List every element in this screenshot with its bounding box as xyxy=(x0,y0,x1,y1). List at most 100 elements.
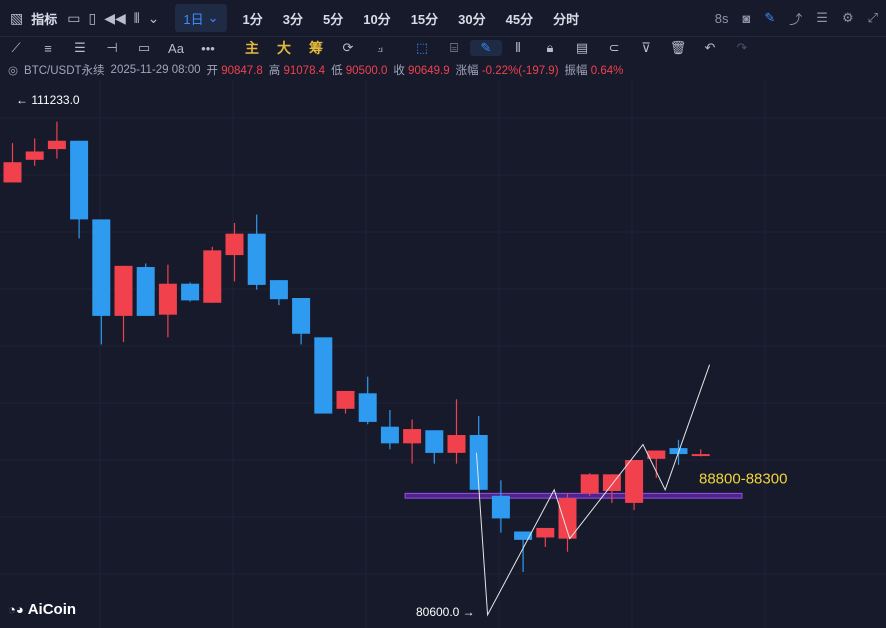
low-value: 90500.0 xyxy=(345,65,388,77)
brand-logo: ◔◕ AiCoin xyxy=(8,601,76,618)
chevron-down-icon: ⌄ xyxy=(207,10,219,25)
draw-icon[interactable]: ⟓ xyxy=(376,40,384,55)
close-value: 90649.9 xyxy=(408,65,450,77)
high-value: 91078.4 xyxy=(283,65,326,77)
large-order-button[interactable]: 大 xyxy=(277,40,291,56)
timeframe-15m[interactable]: 15分 xyxy=(410,11,439,27)
candles-icon[interactable]: ⫴ xyxy=(515,40,521,55)
edit-doc-icon[interactable]: ▤ xyxy=(575,40,589,55)
undo-icon[interactable]: ↶ xyxy=(704,40,716,55)
camera-icon[interactable]: ◙ xyxy=(742,10,751,26)
text-tool[interactable]: Aa xyxy=(168,40,184,56)
ray-icon[interactable]: ⊣ xyxy=(106,40,118,55)
candle-body xyxy=(314,337,333,414)
layout-icon[interactable]: ▯ xyxy=(88,9,97,26)
pencil-icon[interactable]: ✎ xyxy=(764,10,776,25)
replay-icon[interactable]: ◀◀ xyxy=(104,9,126,26)
candle-body xyxy=(136,267,155,316)
candle-body xyxy=(203,250,222,303)
timeframe-30m[interactable]: 30分 xyxy=(458,11,486,27)
candle-body xyxy=(491,495,510,519)
candle-body xyxy=(336,390,355,409)
candle-body xyxy=(158,283,177,315)
indicator-label: 指标 xyxy=(31,11,58,27)
timeframe-timeline[interactable]: 分时 xyxy=(553,11,580,27)
brush-icon[interactable]: ✎ xyxy=(470,40,502,56)
candle-body xyxy=(625,460,644,503)
lock-icon[interactable]: 🔒︎ xyxy=(546,40,554,55)
filter-icon[interactable]: ⊽ xyxy=(641,40,651,55)
select-icon[interactable]: ⬚ xyxy=(415,40,429,55)
projection-path xyxy=(475,364,711,617)
candle-body xyxy=(269,280,288,300)
indicator-icon: ▧ xyxy=(10,9,24,26)
chart-type-icon[interactable]: ⫴ xyxy=(133,9,140,26)
candle-body xyxy=(47,140,66,150)
candle-body xyxy=(691,454,710,457)
fullscreen-icon[interactable]: ⤢ xyxy=(867,10,878,25)
gear-icon[interactable]: ⚙ xyxy=(841,10,854,25)
magnet-icon[interactable]: ⊂ xyxy=(608,40,620,55)
trendline-icon[interactable]: ⟋ xyxy=(11,40,21,55)
timeframe-1d[interactable]: 1日 ⌄ xyxy=(175,4,227,32)
price-annotation: ← 111233.0 xyxy=(16,93,80,107)
rectangle-icon[interactable]: ▭ xyxy=(137,40,151,55)
share-icon[interactable]: ⤴ xyxy=(789,11,803,27)
low-label: 低 xyxy=(331,65,343,77)
open-label: 开 xyxy=(206,65,219,77)
more-icon[interactable]: ••• xyxy=(201,40,215,56)
support-zone-label: 88800-88300 xyxy=(699,470,787,487)
candle-body xyxy=(25,151,44,160)
hline-icon[interactable]: ≡ xyxy=(44,40,52,56)
candle-body xyxy=(447,435,466,453)
timeframe-1m[interactable]: 1分 xyxy=(242,11,263,27)
parallel-icon[interactable]: ☰ xyxy=(74,40,86,55)
price-annotation: 80600.0 → xyxy=(416,605,475,619)
candle-body xyxy=(247,233,266,285)
ruler-icon[interactable]: ⌸ xyxy=(450,40,458,55)
candle-body xyxy=(469,435,488,490)
candle-body xyxy=(580,474,599,494)
calendar-icon[interactable]: ▭ xyxy=(67,9,81,26)
high-label: 高 xyxy=(268,65,281,77)
countdown-label: 8s xyxy=(714,10,729,26)
refresh-icon[interactable]: ⟳ xyxy=(342,40,354,55)
symbol-label: BTC/USDT永续 xyxy=(24,65,105,77)
candle-body xyxy=(647,450,666,459)
redo-icon[interactable]: ↷ xyxy=(736,40,748,55)
candle-body xyxy=(425,430,444,453)
candle-body xyxy=(358,393,377,422)
candle-body xyxy=(380,426,399,444)
change-label: 涨幅 xyxy=(455,65,479,77)
candle-body xyxy=(292,298,311,334)
change-value: -0.22%(-197.9) xyxy=(481,65,559,77)
datetime-label: 2025-11-29 08:00 xyxy=(110,64,201,76)
timeframe-10m[interactable]: 10分 xyxy=(363,11,391,27)
candlestick-chart[interactable]: 88800-88300 ← 111233.0 80600.0 → xyxy=(0,80,886,628)
timeframe-1d-label: 1日 xyxy=(183,11,204,27)
timeframe-5m[interactable]: 5分 xyxy=(322,11,344,27)
eye-icon[interactable]: ◎ xyxy=(8,65,19,77)
candle-body xyxy=(181,283,200,301)
candle-body xyxy=(70,140,89,220)
indicator-button[interactable]: ▧ 指标 xyxy=(0,0,63,36)
candle-body xyxy=(92,219,111,316)
support-zone xyxy=(404,492,743,499)
candle-body xyxy=(514,531,533,540)
timeframe-45m[interactable]: 45分 xyxy=(505,11,534,27)
amplitude-value: 0.64% xyxy=(590,65,624,77)
main-force-button[interactable]: 主 xyxy=(245,40,259,56)
candle-body xyxy=(403,429,422,444)
timeframe-3m[interactable]: 3分 xyxy=(282,11,303,27)
candle-body xyxy=(3,162,22,183)
list-icon[interactable]: ☰ xyxy=(816,10,828,25)
candle-body xyxy=(114,265,133,316)
trash-icon[interactable]: 🗑︎ xyxy=(669,40,687,55)
top-toolbar: ▧ 指标 ▭ ▯ ◀◀ ⫴ ⌄ 1日 ⌄ 1分 3分 5分 10分 15分 30… xyxy=(0,0,886,37)
candle-body xyxy=(558,498,577,539)
brand-name: AiCoin xyxy=(27,601,77,618)
chevron-down-icon[interactable]: ⌄ xyxy=(147,9,160,26)
chip-button[interactable]: 筹 xyxy=(309,40,323,56)
open-value: 90847.8 xyxy=(221,65,263,77)
drawing-toolbar: ⟋ ≡ ☰ ⊣ ▭ Aa ••• 主 大 筹 ⟳ ⟓ ⬚ ⌸ ✎ ⫴ 🔒︎ ▤ … xyxy=(0,36,886,60)
